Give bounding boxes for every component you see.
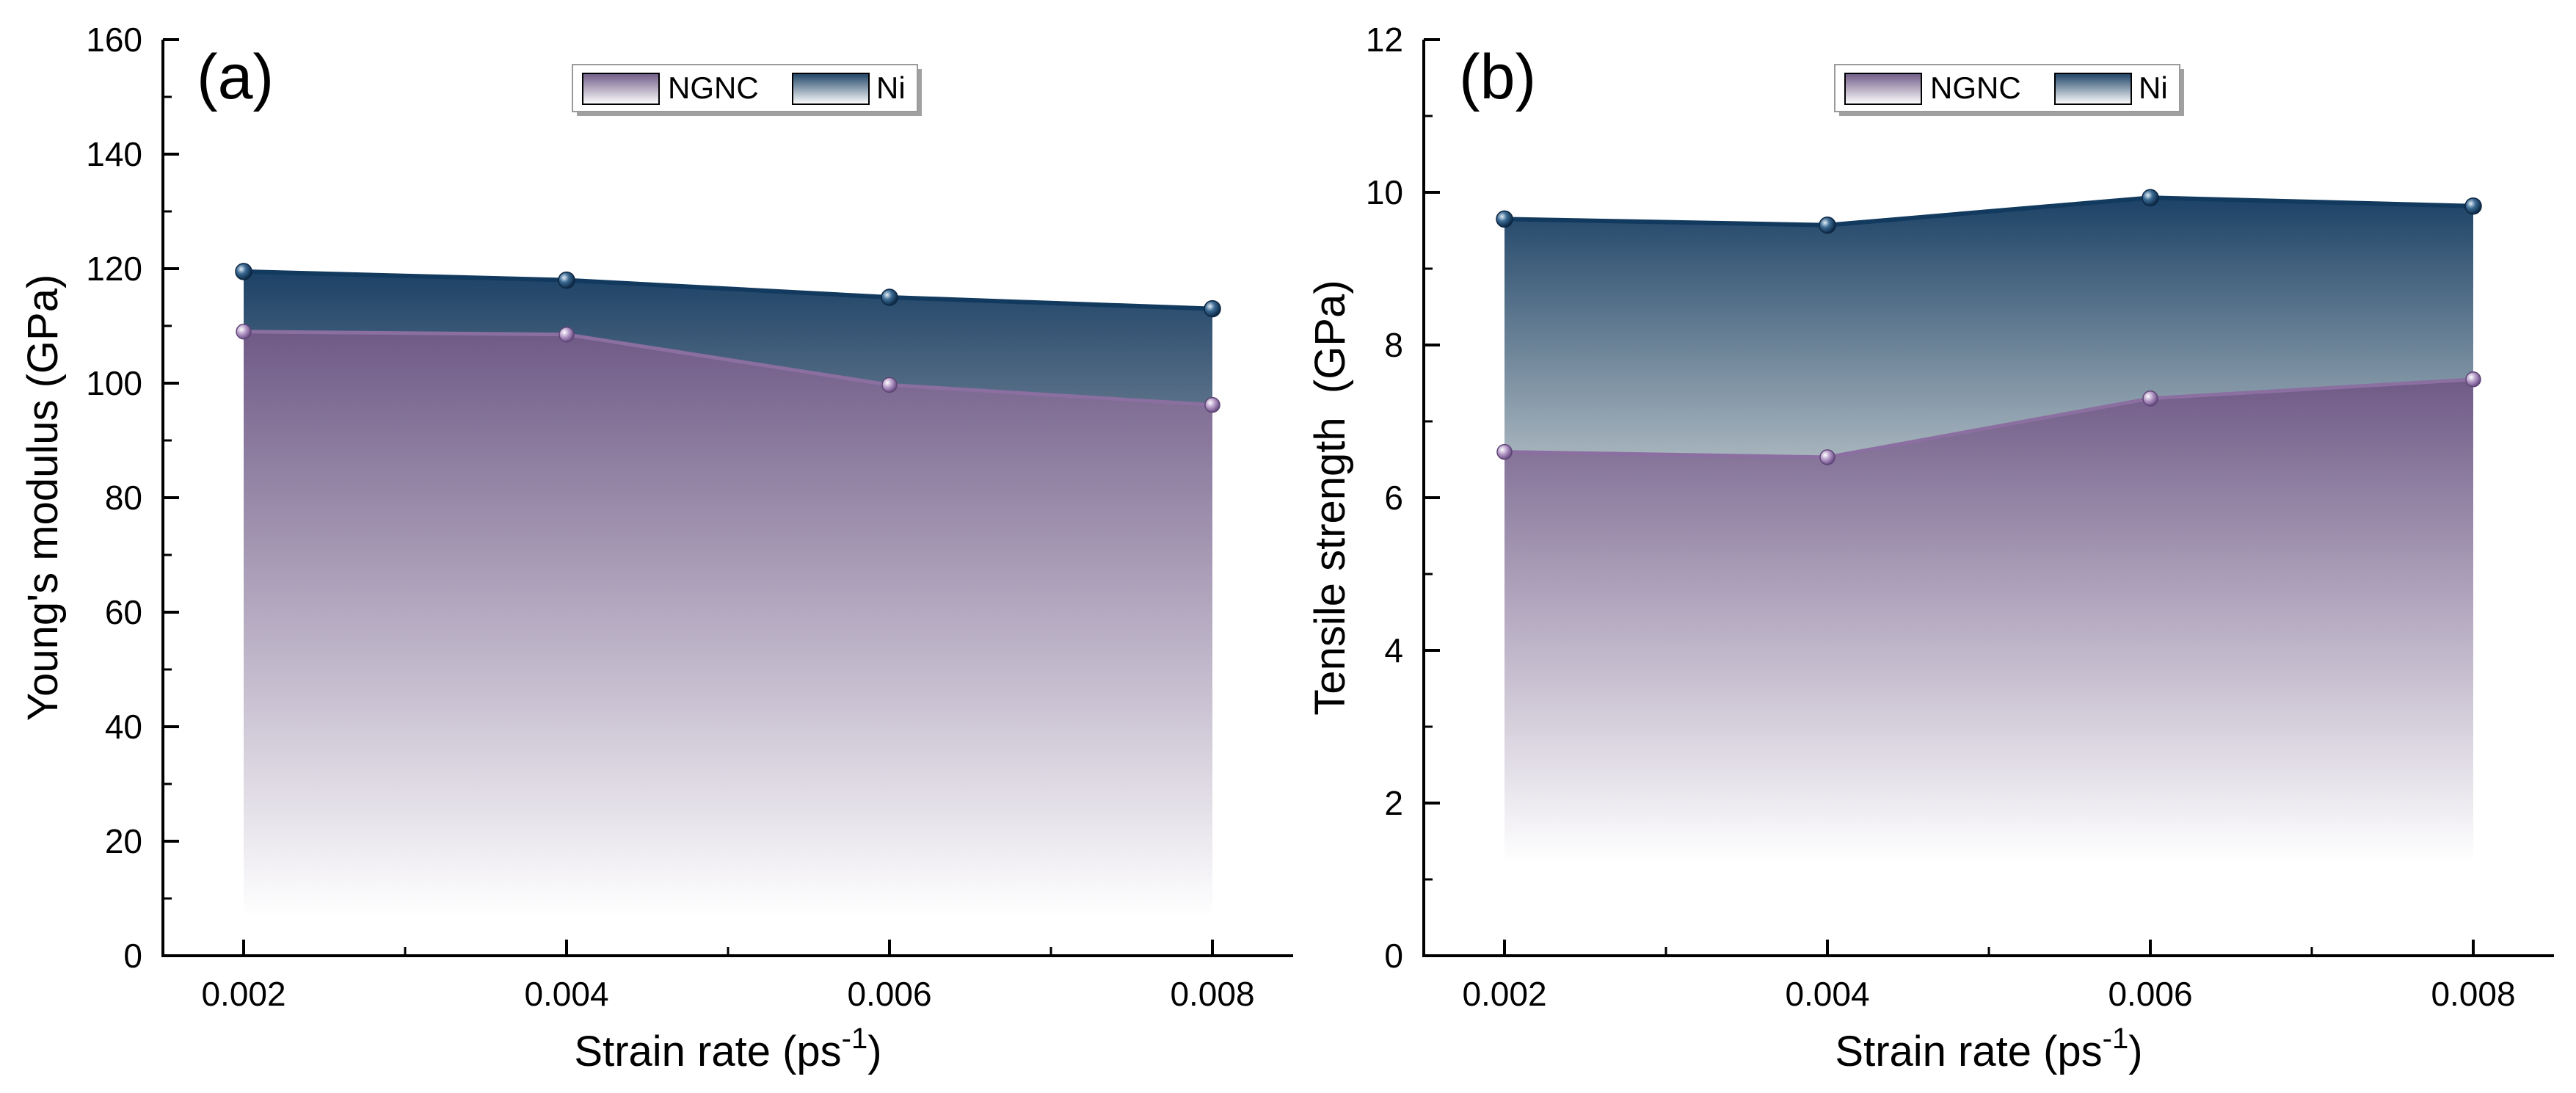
- ni-line: [243, 269, 1213, 311]
- ni-point-0.008: [2464, 197, 2482, 215]
- y-tick-label: 100: [86, 364, 142, 402]
- ngnc-point-0.008: [1204, 396, 1220, 413]
- legend-label-ni: Ni: [2139, 70, 2168, 105]
- x-axis-title-closing: ): [867, 1028, 881, 1075]
- legend-swatch-ngnc: [582, 73, 660, 105]
- ngnc-point-0.004: [559, 326, 575, 343]
- x-tick-label: 0.002: [201, 975, 285, 1013]
- y-tick-label: 40: [105, 708, 142, 746]
- chart-panel-a: 0 20 40 60 80 100 120 140 160 0.002 0.004 0.006 0.00…: [19, 21, 1293, 1075]
- ni-point-0.002: [235, 263, 252, 280]
- y-tick-label: 12: [1366, 21, 1403, 59]
- ngnc-area: [1505, 379, 2473, 863]
- ni-point-0.002: [1496, 210, 1513, 228]
- y-tick-label: 60: [105, 593, 142, 631]
- ni-point-0.004: [558, 271, 575, 289]
- y-tick-label: 4: [1384, 631, 1403, 669]
- ngnc-point-0.006: [2142, 391, 2158, 407]
- x-tick-label: 0.006: [847, 975, 931, 1013]
- legend: NGNC Ni: [1834, 64, 2184, 116]
- x-axis-title-superscript: -1: [842, 1023, 868, 1055]
- y-tick-label: 80: [105, 479, 142, 517]
- ni-point-0.006: [881, 288, 898, 306]
- y-tick-label: 6: [1384, 479, 1403, 517]
- ngnc-line: [1504, 377, 2474, 460]
- legend-label-ngnc: NGNC: [668, 70, 759, 105]
- legend-swatch-ngnc: [1844, 73, 1922, 105]
- ngnc-point-0.004: [1819, 449, 1835, 465]
- ngnc-point-0.006: [881, 377, 898, 393]
- y-axis-title: Young's modulus (GPa): [19, 275, 67, 722]
- ni-line: [1504, 195, 2474, 228]
- ngnc-area: [244, 331, 1212, 918]
- x-tick-label: 0.004: [1785, 975, 1869, 1013]
- x-axis-title: Strain rate (ps-1): [1835, 1023, 2142, 1075]
- legend-label-ni: Ni: [876, 70, 906, 105]
- ni-area: [244, 271, 1212, 405]
- x-axis-title-text: Strain rate (ps: [574, 1028, 841, 1075]
- x-axis-title-superscript: -1: [2103, 1023, 2129, 1055]
- y-axis-title: Tensile strength (GPa): [1306, 280, 1354, 715]
- legend-swatch-ni: [2054, 73, 2132, 105]
- chart-panel-b: 0 2 4 6 8 10 12 0.002 0.004 0.006 0.008 Strain rate…: [1306, 21, 2554, 1075]
- x-axis-title: Strain rate (ps-1): [574, 1023, 881, 1075]
- x-tick-label: 0.002: [1462, 975, 1546, 1013]
- ngnc-line: [243, 330, 1213, 407]
- panel-label: (b): [1459, 42, 1536, 112]
- y-tick-label: 0: [123, 937, 142, 975]
- y-tick-label: 8: [1384, 326, 1403, 364]
- x-axis-title-text: Strain rate (ps: [1835, 1028, 2102, 1075]
- y-tick-label: 2: [1384, 784, 1403, 822]
- x-tick-label: 0.008: [1170, 975, 1254, 1013]
- x-tick-label: 0.008: [2431, 975, 2515, 1013]
- x-tick-label: 0.004: [524, 975, 608, 1013]
- legend-swatch-ni: [792, 73, 870, 105]
- ni-point-0.008: [1204, 299, 1221, 318]
- ngnc-point-0.002: [1496, 443, 1513, 460]
- y-tick-label: 10: [1366, 173, 1403, 211]
- ngnc-point-0.008: [2465, 371, 2481, 388]
- x-tick-label: 0.006: [2108, 975, 2192, 1013]
- y-tick-label: 160: [86, 21, 142, 59]
- y-tick-label: 20: [105, 822, 142, 860]
- y-tick-label: 140: [86, 135, 142, 173]
- x-axis-title-closing: ): [2128, 1028, 2142, 1075]
- legend: NGNC Ni: [572, 64, 922, 116]
- legend-label-ngnc: NGNC: [1930, 70, 2021, 105]
- ngnc-point-0.002: [236, 324, 252, 340]
- ni-point-0.006: [2142, 189, 2159, 207]
- ni-point-0.004: [1819, 216, 1836, 234]
- y-tick-label: 0: [1384, 937, 1403, 975]
- panel-label: (a): [197, 42, 274, 112]
- y-tick-label: 120: [86, 250, 142, 288]
